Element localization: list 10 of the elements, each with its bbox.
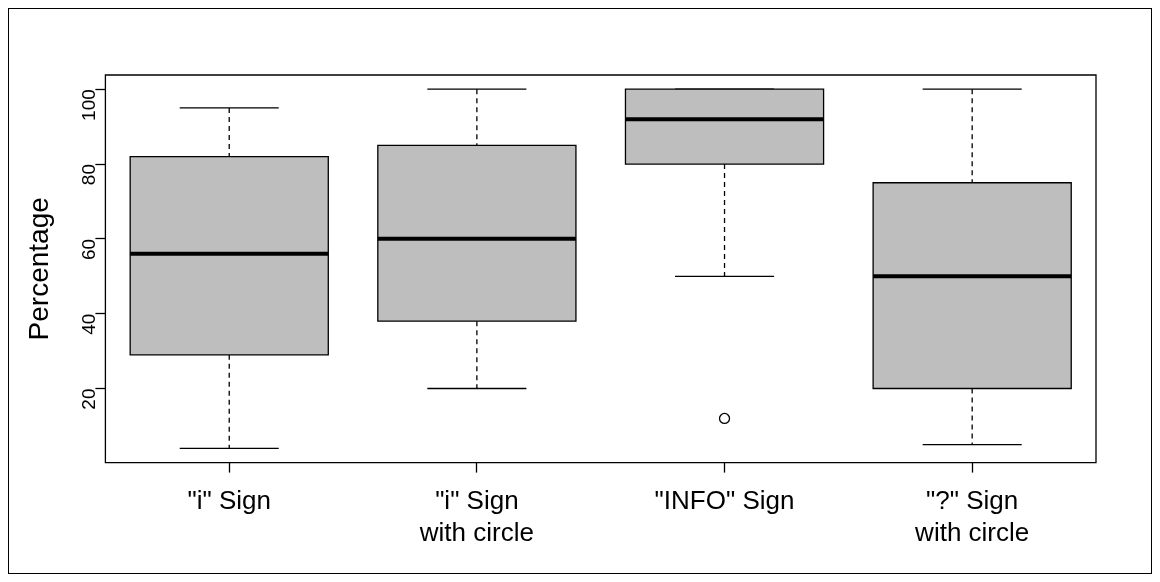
y-tick-label: 80 (77, 164, 99, 186)
y-tick-label: 60 (77, 238, 99, 261)
x-tick-label: "i" Sign (187, 485, 271, 516)
y-axis-title: Percentage (22, 197, 54, 341)
x-tick-label: "?" Sign with circle (914, 485, 1030, 547)
y-tick-label: 100 (77, 89, 99, 121)
y-tick-label: 40 (77, 313, 99, 335)
x-tick-label: "INFO" Sign (654, 485, 795, 516)
x-tick-label: "i" Sign with circle (418, 485, 534, 547)
y-tick-label: 20 (77, 388, 99, 410)
